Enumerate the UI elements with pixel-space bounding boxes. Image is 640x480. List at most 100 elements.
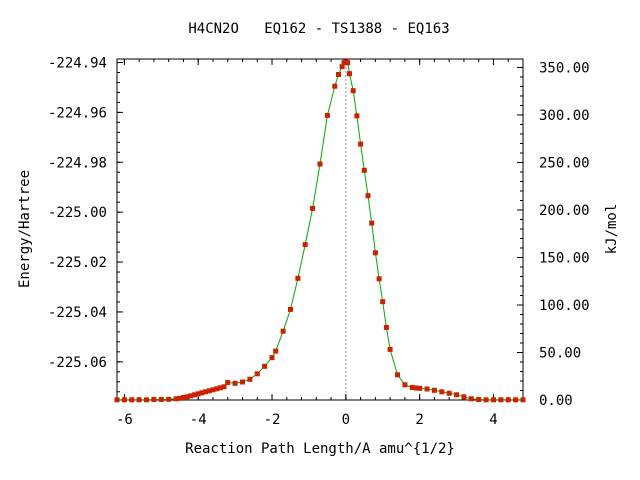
- x-tick-label: 4: [489, 412, 497, 428]
- x-tick-label: -6: [116, 412, 133, 428]
- data-point: [247, 376, 253, 382]
- x-tick-label: -4: [190, 412, 207, 428]
- x-axis: -6 -4 -2 0 2 4: [116, 59, 498, 428]
- data-point: [192, 392, 197, 398]
- data-point: [520, 397, 526, 403]
- data-point: [180, 395, 186, 400]
- series-points: [114, 59, 526, 403]
- data-point: [199, 390, 205, 396]
- data-point: [221, 384, 227, 390]
- data-point: [369, 220, 375, 226]
- plot-area: [116, 58, 524, 401]
- data-point: [144, 397, 149, 403]
- data-point: [409, 385, 415, 390]
- data-point: [269, 355, 275, 361]
- y2-tick-label: 350.00: [539, 60, 590, 76]
- data-point: [339, 64, 345, 70]
- data-point: [121, 397, 127, 403]
- data-point: [302, 242, 308, 248]
- data-point: [136, 397, 142, 403]
- data-point: [383, 324, 389, 330]
- data-point: [295, 275, 301, 281]
- data-point: [332, 83, 338, 89]
- data-point: [217, 385, 223, 391]
- data-point: [413, 385, 419, 391]
- data-point: [358, 141, 364, 147]
- data-point: [417, 385, 423, 391]
- data-point: [439, 389, 445, 395]
- data-point: [513, 397, 519, 403]
- y2-tick-label: 0.00: [539, 393, 573, 409]
- data-point: [195, 391, 201, 397]
- data-point: [454, 392, 460, 398]
- data-point: [177, 395, 183, 401]
- data-point: [310, 205, 316, 211]
- data-point: [365, 193, 371, 199]
- x-tick-label: 0: [342, 412, 350, 428]
- data-point: [461, 394, 467, 400]
- y-axis-label: Energy/Hartree: [17, 170, 33, 288]
- data-point: [395, 372, 400, 378]
- x-axis-label: Reaction Path Length/A amu^{1/2}: [185, 441, 455, 457]
- y2-tick-label: 150.00: [539, 250, 590, 266]
- data-point: [476, 397, 482, 402]
- data-point: [206, 388, 212, 394]
- data-point: [158, 397, 164, 402]
- data-point: [446, 390, 452, 396]
- y-axis: -224.94 -224.96 -224.98 -225.00 -225.02 -225.…: [48, 55, 123, 371]
- data-point: [402, 382, 408, 388]
- data-point: [380, 299, 386, 305]
- y2-tick-label: 250.00: [539, 155, 590, 171]
- data-point: [151, 397, 157, 402]
- data-point: [317, 161, 323, 167]
- data-point: [214, 386, 220, 392]
- y-tick-label: -225.04: [48, 305, 107, 321]
- data-point: [372, 250, 378, 256]
- y-tick-label: -225.06: [48, 355, 107, 371]
- data-point: [232, 380, 238, 386]
- x-tick-label: -2: [264, 412, 281, 428]
- y2-tick-label: 50.00: [539, 345, 581, 361]
- data-point: [188, 393, 194, 399]
- data-point: [361, 167, 367, 173]
- data-point: [505, 397, 511, 403]
- data-point: [324, 112, 330, 118]
- data-point: [483, 397, 489, 403]
- y-tick-label: -225.00: [48, 205, 107, 221]
- data-point: [280, 328, 286, 334]
- data-point: [336, 72, 341, 77]
- chart-title: H4CN2O EQ162 - TS1388 - EQ163: [188, 21, 449, 37]
- data-point: [354, 113, 360, 119]
- data-point: [376, 276, 382, 282]
- y-tick-label: -224.94: [48, 55, 107, 71]
- data-point: [431, 387, 437, 393]
- data-point: [345, 60, 351, 66]
- data-point: [273, 348, 279, 354]
- data-point: [129, 397, 135, 403]
- data-point: [173, 396, 179, 402]
- data-point: [347, 71, 352, 77]
- data-point: [288, 306, 293, 312]
- y2-axis-label: kJ/mol: [604, 204, 620, 255]
- data-point: [203, 389, 209, 395]
- data-point: [350, 88, 356, 94]
- y2-axis: 350.00 300.00 250.00 200.00 150.00 100.00 50.0…: [517, 60, 590, 409]
- data-point: [498, 397, 504, 403]
- x-tick-label: 2: [415, 412, 423, 428]
- data-point: [468, 396, 474, 402]
- data-point: [424, 386, 430, 392]
- y2-tick-label: 300.00: [539, 108, 590, 124]
- y-tick-label: -224.98: [48, 155, 107, 171]
- y-tick-label: -225.02: [48, 255, 107, 271]
- data-point: [166, 396, 172, 402]
- data-point: [240, 379, 245, 385]
- data-point: [262, 363, 268, 369]
- data-point: [114, 397, 120, 403]
- data-point: [387, 346, 393, 352]
- y2-tick-label: 100.00: [539, 298, 590, 314]
- data-point: [184, 394, 190, 400]
- data-point: [210, 387, 216, 393]
- data-point: [225, 380, 231, 385]
- y2-tick-label: 200.00: [539, 203, 590, 219]
